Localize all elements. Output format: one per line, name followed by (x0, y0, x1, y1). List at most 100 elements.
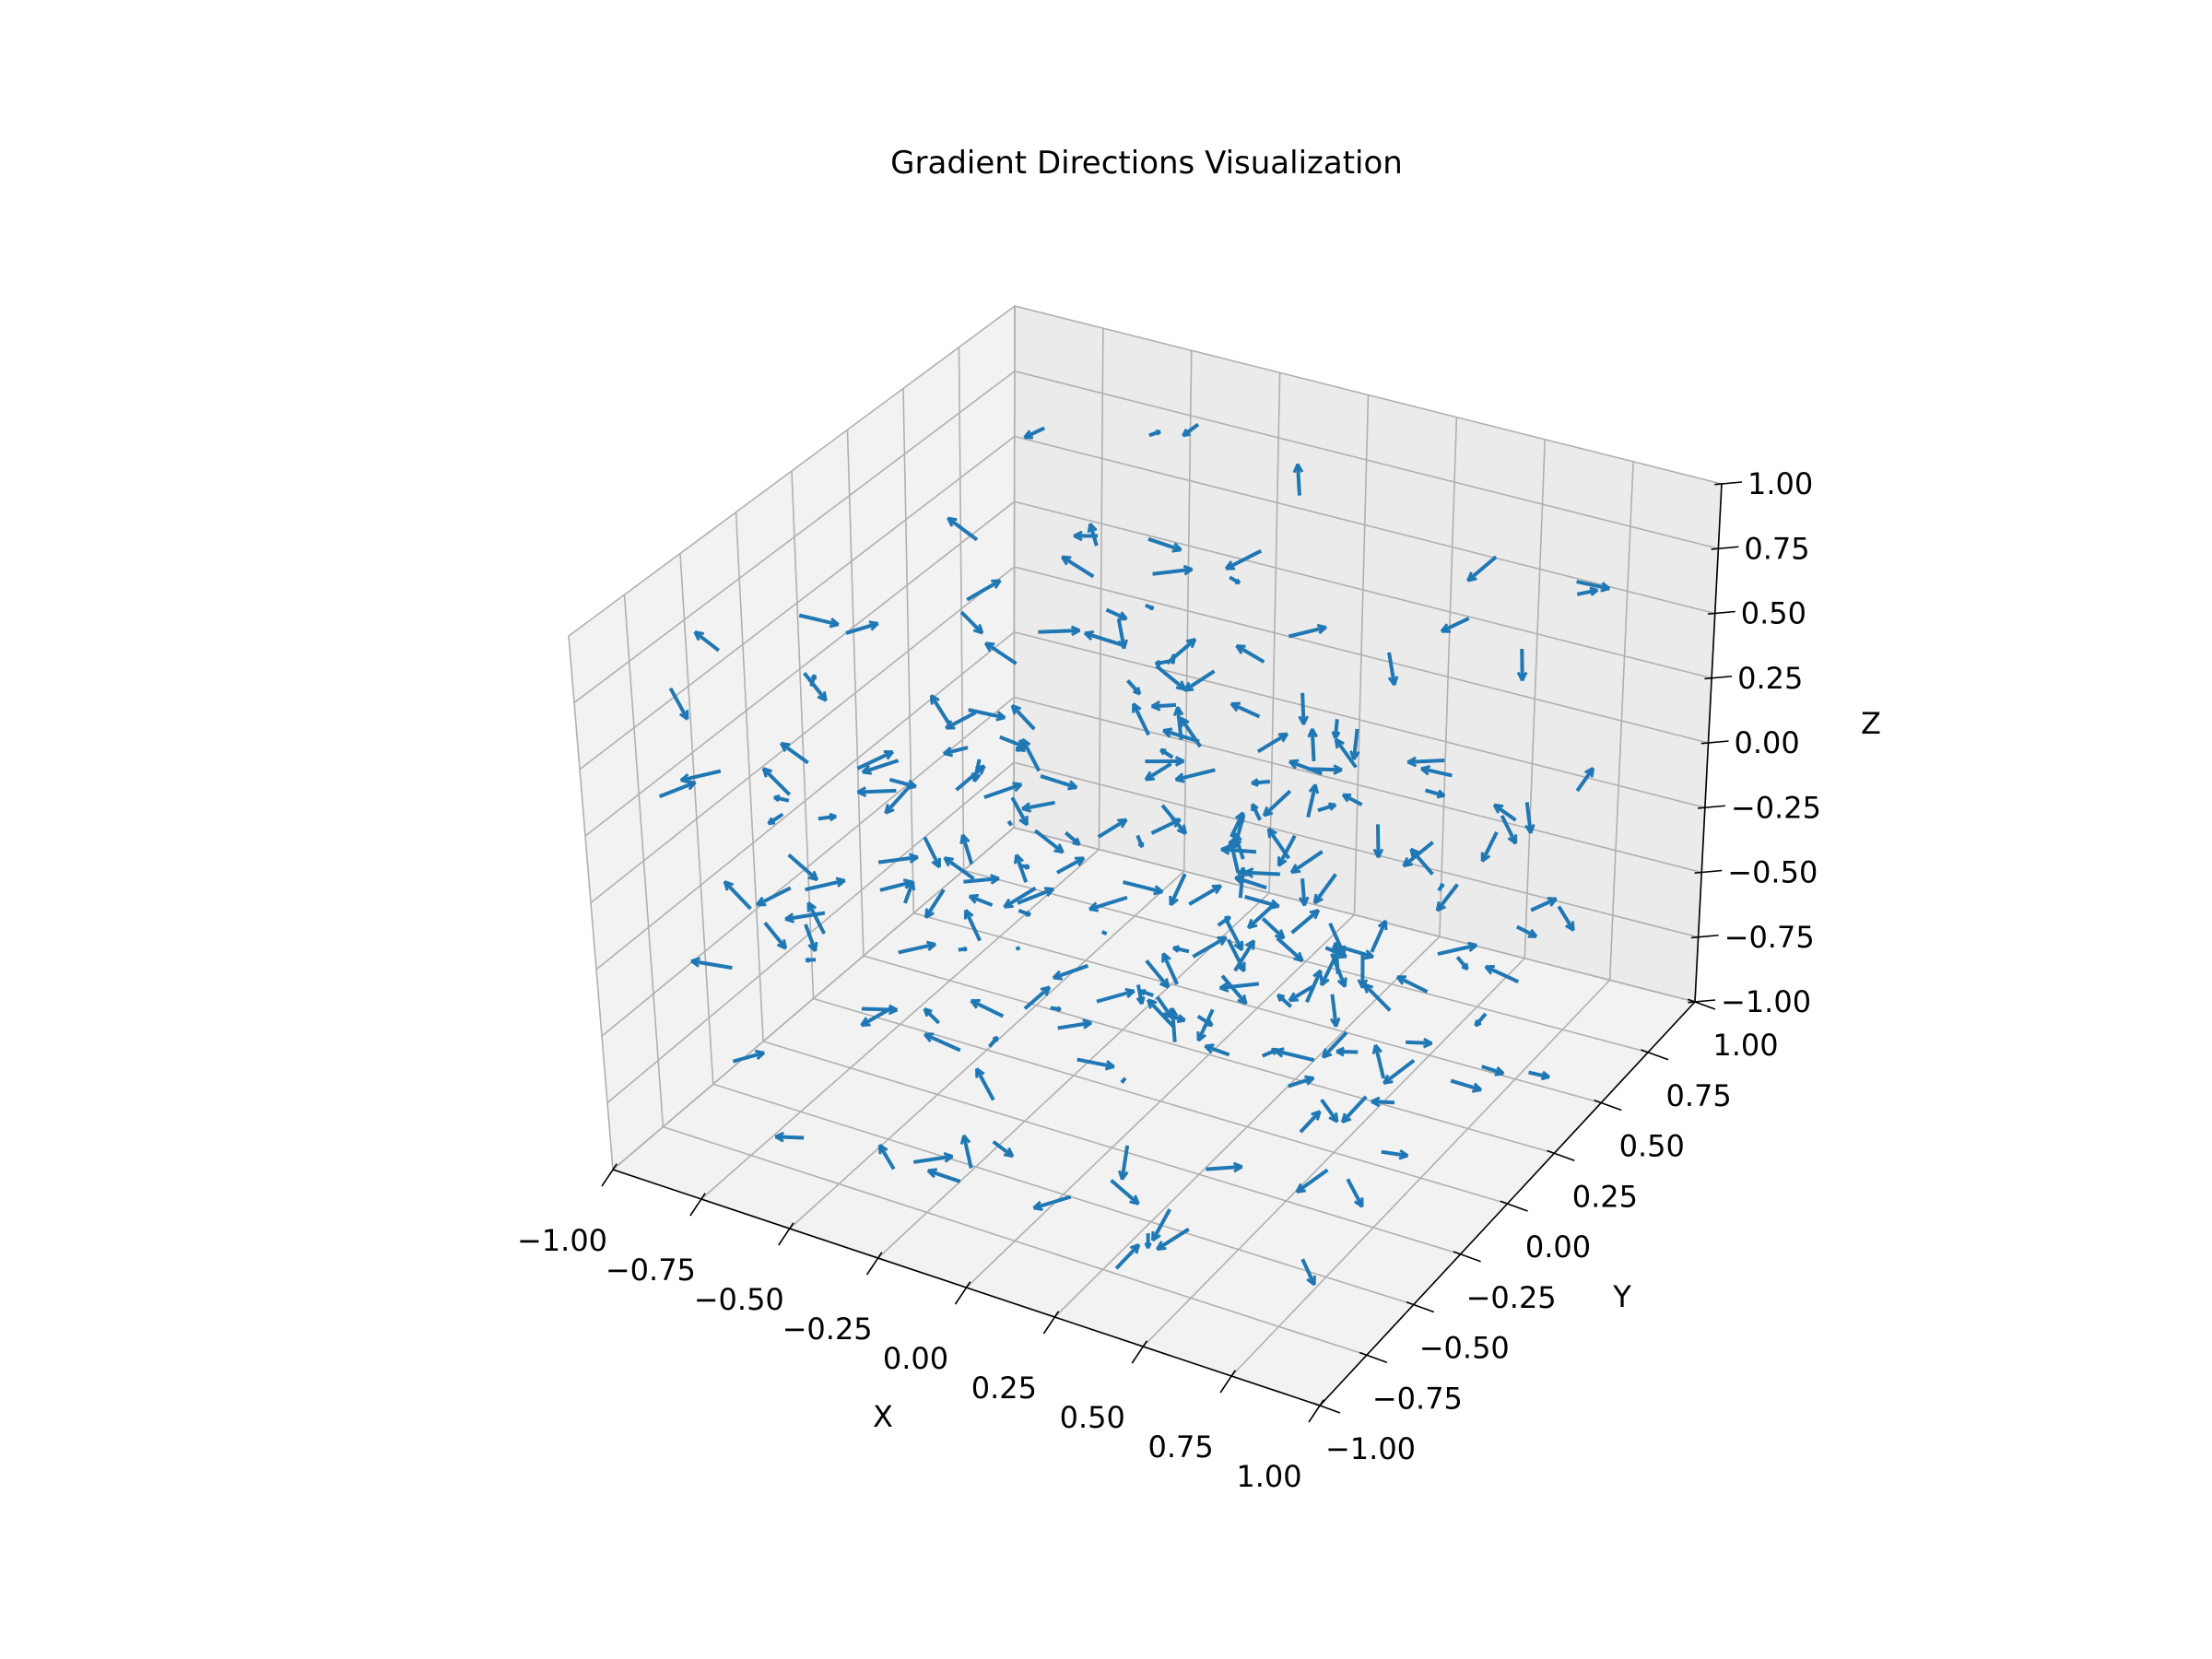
gradient-arrow (1321, 1030, 1348, 1059)
gradient-arrow (1530, 897, 1558, 912)
gradient-arrow (1055, 856, 1086, 875)
arrow-shaft (1161, 952, 1180, 985)
arrow-shaft (1057, 1020, 1092, 1030)
gradient-arrow (1317, 802, 1337, 813)
arrow-head (1121, 1171, 1129, 1181)
x-tick (954, 1281, 971, 1305)
gradient-arrow (1261, 917, 1286, 940)
arrow-head (1159, 748, 1165, 756)
gradient-arrow (1576, 586, 1599, 596)
back-gridline-x (1439, 417, 1458, 937)
floor-gridline-x (1230, 979, 1611, 1377)
arrow-shaft (756, 886, 792, 907)
arrow-shaft (1515, 924, 1537, 938)
gradient-arrow (805, 877, 846, 892)
arrow-shaft (1010, 704, 1036, 731)
arrow-head (947, 517, 954, 527)
gradient-arrow (1230, 701, 1261, 719)
gradient-arrow (1306, 783, 1320, 818)
gradient-arrow (1307, 727, 1319, 762)
gradient-arrow (818, 812, 838, 822)
arrow-shaft (1182, 422, 1200, 438)
gradient-arrow (1145, 959, 1171, 989)
z-tick-label: 0.75 (1744, 531, 1809, 566)
arrow-shaft (1175, 768, 1216, 782)
arrow-shaft (784, 911, 826, 922)
x-tick (1308, 1399, 1324, 1423)
arrow-head (1129, 1243, 1140, 1250)
gradient-arrow (1150, 700, 1177, 712)
arrow-head (1266, 828, 1272, 839)
arrow-head (784, 917, 795, 924)
z-tick-label: 0.00 (1735, 725, 1800, 760)
arrow-shaft (1262, 789, 1292, 818)
arrow-shaft (1014, 853, 1029, 883)
arrow-head (1542, 1070, 1550, 1078)
arrow-head (924, 1033, 932, 1042)
arrow-shaft (1183, 669, 1216, 692)
gradient-arrow (1017, 887, 1055, 905)
z-tick (1698, 805, 1725, 809)
arrow-shaft (1256, 732, 1288, 754)
y-tick (1500, 1200, 1528, 1212)
arrow-shaft (1406, 1040, 1432, 1046)
arrow-shaft (1175, 706, 1183, 740)
arrow-head (1207, 1018, 1214, 1027)
arrow-head (1290, 869, 1301, 875)
arrow-head (1013, 854, 1018, 865)
gradient-arrow (774, 1131, 805, 1143)
arrow-head (1155, 662, 1161, 667)
gradient-arrow (1155, 995, 1173, 1019)
gradient-arrow (1299, 1110, 1322, 1134)
gradient-arrow (924, 888, 946, 919)
arrow-shaft (923, 1007, 941, 1025)
back-gridline-z (1014, 305, 1723, 485)
gradient-arrow (1372, 824, 1384, 859)
arrow-shaft (1300, 878, 1307, 906)
z-tick-label: −0.75 (1724, 920, 1815, 955)
arrow-head (1235, 644, 1243, 654)
arrow-head (1308, 783, 1317, 793)
arrow-shaft (1288, 759, 1323, 776)
arrow-head (1182, 432, 1191, 438)
gradient-arrow (1204, 1043, 1230, 1057)
gradient-arrow (845, 620, 879, 635)
z-tick (1704, 675, 1733, 680)
arrow-head (774, 1135, 784, 1143)
gradient-arrow (983, 641, 1018, 665)
arrow-shaft (1229, 840, 1241, 874)
arrow-head (1247, 924, 1258, 930)
arrow-shaft (1165, 637, 1197, 665)
arrow-head (885, 808, 895, 815)
arrow-head (690, 959, 700, 968)
z-tick (1690, 934, 1719, 939)
arrow-head (1242, 994, 1248, 1005)
arrow-head (1245, 939, 1255, 947)
arrow-shaft (1179, 716, 1203, 748)
arrow-head (1015, 747, 1020, 753)
gradient-arrow (1362, 982, 1392, 1012)
back-gridline-z (1014, 370, 1719, 550)
gradient-arrow (1329, 994, 1341, 1028)
arrow-head (1219, 986, 1230, 993)
arrow-shaft (1381, 1149, 1408, 1158)
arrow-shaft (1053, 963, 1089, 980)
arrow-shaft (1206, 1164, 1242, 1171)
gradient-arrow (1147, 998, 1176, 1029)
arrow-head (1033, 1206, 1043, 1211)
gradient-arrow (1150, 1208, 1171, 1242)
arrow-head (1341, 1117, 1352, 1124)
gradient-arrow (1244, 895, 1280, 910)
gradient-arrow (1064, 830, 1081, 846)
arrow-shaft (968, 708, 1006, 720)
gradient-arrow (1083, 629, 1123, 647)
arrow-shaft (1003, 886, 1037, 909)
z-tick-label: −0.50 (1727, 855, 1818, 890)
gradient-arrow (983, 782, 1023, 799)
arrow-head (888, 1004, 899, 1012)
gradient-arrow (1515, 924, 1538, 938)
arrow-shaft (1424, 788, 1445, 798)
arrow-shaft (974, 1067, 995, 1101)
arrow-head (1467, 941, 1477, 947)
arrow-shaft (1575, 767, 1595, 793)
